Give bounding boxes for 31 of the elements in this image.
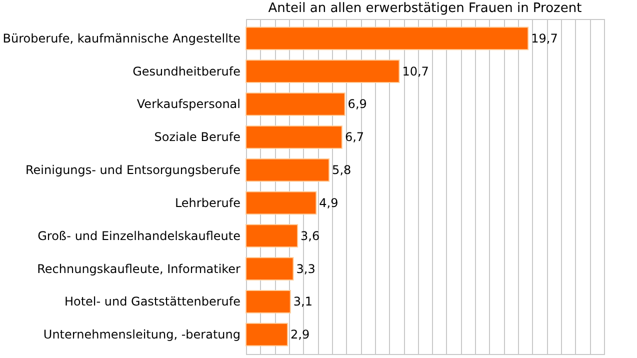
chart-title: Anteil an allen erwerbstätigen Frauen in Prozent bbox=[268, 1, 582, 16]
data-label: 3,1 bbox=[293, 294, 312, 309]
data-label: 3,6 bbox=[300, 228, 320, 243]
data-label: 3,3 bbox=[296, 262, 316, 276]
data-label: 4,9 bbox=[319, 196, 338, 210]
bar bbox=[246, 125, 342, 149]
data-label: 2,9 bbox=[290, 328, 310, 342]
bar bbox=[246, 92, 346, 116]
y-tick-label: Lehrberufe bbox=[174, 196, 240, 210]
bar bbox=[246, 224, 298, 248]
y-tick-label: Soziale Berufe bbox=[154, 130, 240, 144]
bar bbox=[246, 322, 288, 346]
y-tick-label: Hotel- und Gaststättenberufe bbox=[64, 294, 240, 309]
y-tick-label: Büroberufe, kaufmännische Angestellte bbox=[2, 31, 240, 46]
data-label: 10,7 bbox=[402, 64, 429, 78]
bar bbox=[246, 60, 400, 84]
y-tick-label: Groß- und Einzelhandelskaufleute bbox=[38, 228, 240, 243]
data-label: 6,9 bbox=[348, 97, 367, 112]
y-tick-label: Reinigungs- und Entsorgungsberufe bbox=[26, 163, 240, 178]
bar bbox=[246, 158, 330, 182]
y-tick-label: Gesundheitberufe bbox=[132, 64, 240, 78]
y-tick-label: Verkaufspersonal bbox=[136, 97, 240, 112]
data-label: 19,7 bbox=[531, 31, 558, 46]
y-tick-label: Rechnungskaufleute, Informatiker bbox=[37, 262, 241, 276]
data-label: 5,8 bbox=[332, 163, 352, 178]
bar bbox=[246, 26, 529, 50]
bar bbox=[246, 290, 291, 314]
y-tick-label: Unternehmensleitung, -beratung bbox=[43, 328, 240, 342]
bar bbox=[246, 257, 294, 280]
data-label: 6,7 bbox=[344, 130, 364, 144]
bar bbox=[246, 191, 317, 215]
